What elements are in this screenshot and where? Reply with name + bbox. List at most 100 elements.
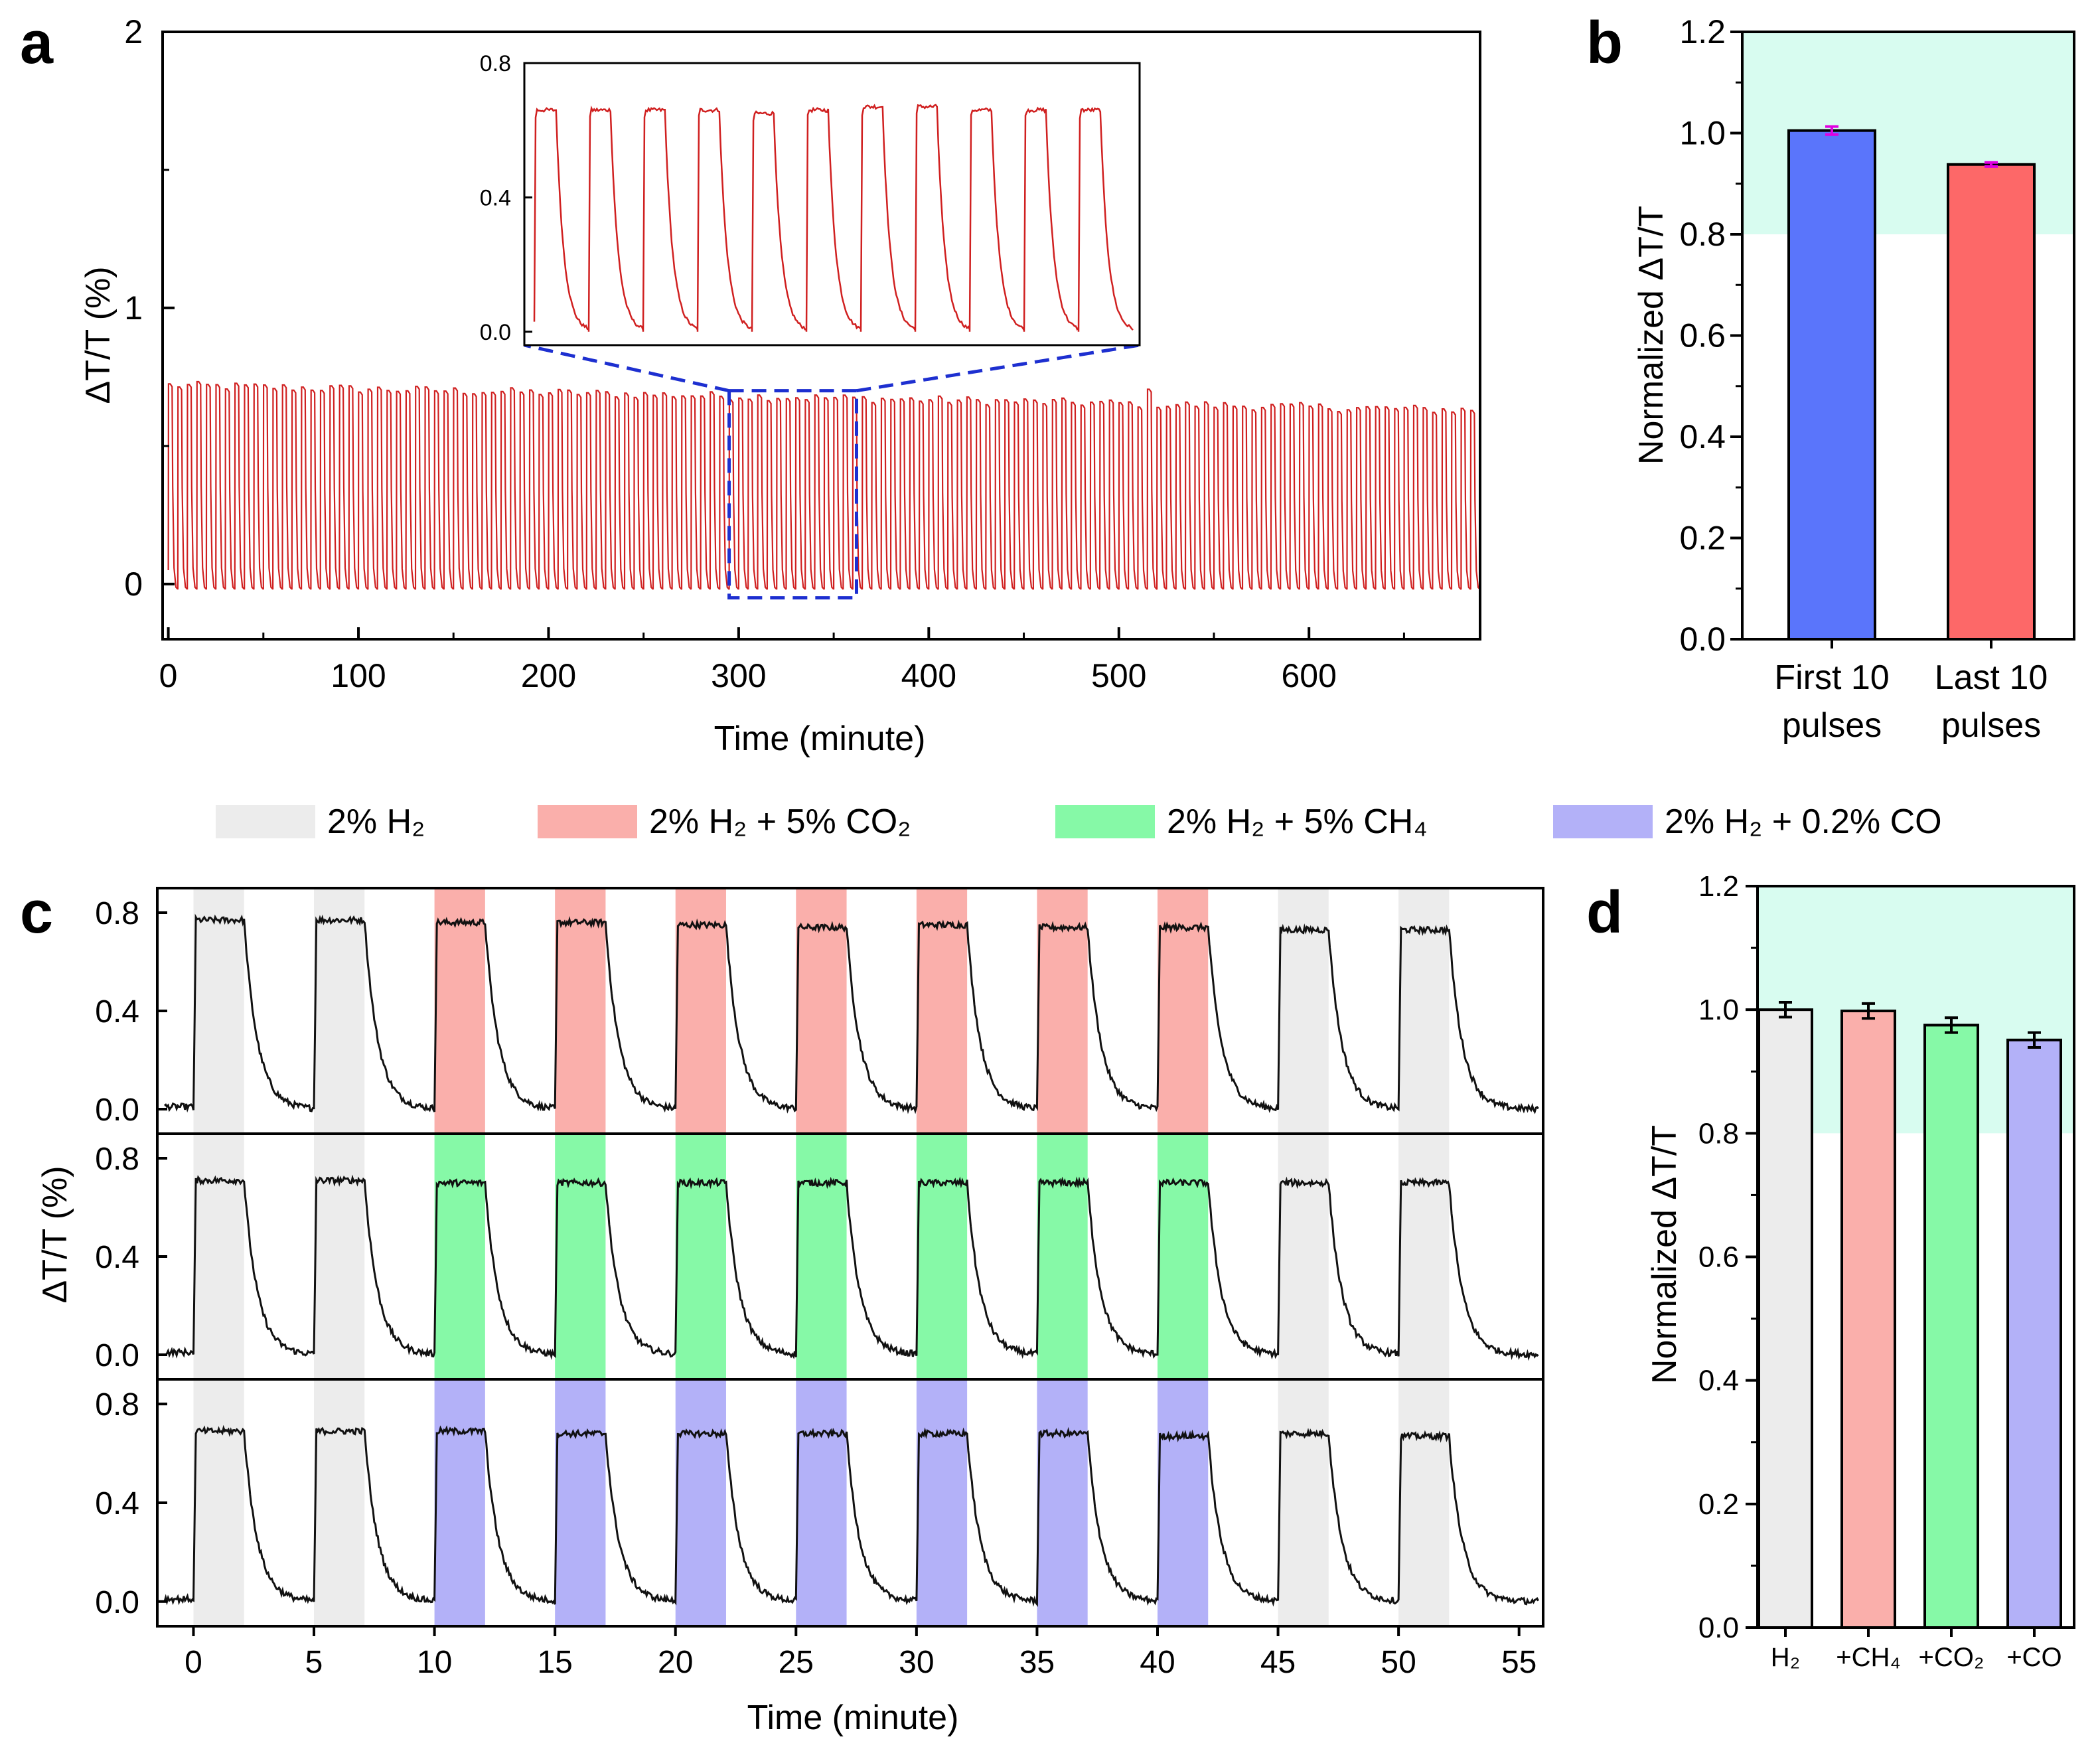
panel-c-ytick-label: 0.4 [95,994,139,1030]
panel-c-xtick-label: 25 [779,1645,814,1680]
panel-a-ytick-label: 1 [124,289,143,327]
panel-b-ytick-label: 0.6 [1679,317,1726,354]
panel-d-ytick-label: 0.2 [1698,1488,1739,1521]
panel-a-xtick-label: 200 [521,657,576,694]
panel-a-xtick-label: 400 [901,657,956,694]
panel-c-pulse-band-co [796,1379,847,1626]
panel-c-pulse-band-h2 [1398,888,1450,1134]
panel-c-xtick-label: 5 [305,1645,323,1680]
legend-label-ch4: 2% H₂ + 5% CH₄ [1167,802,1428,841]
panel-c-ytick-label: 0.4 [95,1240,139,1275]
panel-label-c: c [20,879,53,946]
panel-c-plot-area [163,888,1540,1626]
panel-d-category-label: +CO [2006,1643,2062,1672]
panel-label-a: a [20,10,54,76]
panel-b-ticks: 0.0 0.2 0.4 0.6 0.8 1.0 1.2 First 10 pulses Last … [1679,13,2048,745]
panel-a-xlabel: Time (minute) [714,720,926,758]
panel-c-pulse-band-h2 [193,888,244,1134]
panel-a-xtick-label: 100 [331,657,386,694]
panel-b-ytick-label: 1.0 [1679,115,1726,152]
panel-c-pulse-band-co2 [675,888,726,1134]
panel-a-ytick-label: 0 [124,566,143,603]
legend-label-co: 2% H₂ + 0.2% CO [1665,802,1942,841]
panel-c-trace-ch4 [164,1174,1539,1361]
panel-c-pulse-band-co2 [555,888,606,1134]
panel-c-pulse-band-h2 [193,1134,244,1379]
inset-plot-area [533,104,1134,332]
panel-c-pulse-band-h2 [1278,888,1329,1134]
panel-c-pulse-band-ch4 [796,1134,847,1379]
panel-c-pulse-band-ch4 [555,1134,606,1379]
legend-label-h2: 2% H₂ [327,802,425,841]
legend-swatch-ch4 [1055,805,1155,838]
panel-c-xtick-label: 50 [1381,1645,1416,1680]
panel-c-pulse-band-co [675,1379,726,1626]
panel-c-xtick-label: 10 [417,1645,452,1680]
panel-c-pulse-band-ch4 [916,1134,968,1379]
panel-b-category-label: pulses [1782,706,1882,745]
panel-b-chart: 0.0 0.2 0.4 0.6 0.8 1.0 1.2 First 10 pulses Last … [1632,13,2075,745]
inset-ytick-label: 0.8 [480,51,511,76]
panel-b-plot-area [1742,32,2074,641]
panel-c-ytick-label: 0.4 [95,1486,139,1521]
panel-a-frame [161,31,1481,641]
zoom-connector-left [524,343,730,393]
panel-c-pulse-band-ch4 [1157,1134,1209,1379]
panel-b-bar [1947,163,2036,641]
panel-label-d: d [1586,879,1623,946]
panel-b-bar [1787,129,1876,641]
legend-swatch-co [1553,805,1653,838]
panel-c-xtick-label: 20 [658,1645,693,1680]
panel-d-ytick-label: 1.2 [1698,870,1739,903]
legend-label-co2: 2% H₂ + 5% CO₂ [649,802,911,841]
panel-c-pulse-band-h2 [1398,1379,1450,1626]
inset-ytick-label: 0.0 [480,320,511,345]
panel-c-xtick-label: 15 [537,1645,572,1680]
panel-c-xtick-label: 45 [1260,1645,1296,1680]
panel-c-pulse-band-ch4 [1037,1134,1088,1379]
panel-b-ytick-label: 0.4 [1679,418,1726,455]
panel-label-b: b [1586,10,1623,76]
panel-a-chart: 0 100 200 300 400 500 600 0 1 2 Time (minute) ΔT/… [79,13,1481,758]
panel-c-ytick-label: 0.8 [95,896,139,931]
panel-c-ticks: 0.0 0.4 0.8 0.0 0.4 0.8 0.0 0.4 0.8 0 5 10 15 20 25 30 3… [95,896,1537,1680]
panel-d-ytick-label: 0.6 [1698,1241,1739,1274]
panel-a-ylabel: ΔT/T (%) [79,266,117,404]
inset-series-line [533,104,1134,332]
panel-c-ytick-label: 0.0 [95,1585,139,1620]
panel-a-xtick-label: 500 [1091,657,1146,694]
panel-c-pulse-band-h2 [314,888,365,1134]
inset-ticks: 0.0 0.4 0.8 [480,51,532,345]
panel-a-plot-area [167,380,1481,590]
panel-c-xtick-label: 55 [1501,1645,1537,1680]
panel-d-bar [2006,1038,2062,1629]
panel-c-pulse-band-ch4 [675,1134,726,1379]
panel-b-ylabel: Normalized ΔT/T [1632,206,1671,465]
legend-swatch-h2 [216,805,315,838]
panel-c-ytick-label: 0.8 [95,1142,139,1177]
panel-d-ylabel: Normalized ΔT/T [1645,1125,1684,1384]
panel-b-category-label: Last 10 [1935,658,2048,697]
panel-c-pulse-band-co [555,1379,606,1626]
panel-d-ytick-label: 1.0 [1698,994,1739,1026]
panel-a-xtick-label: 600 [1281,657,1336,694]
panel-b-ytick-label: 1.2 [1679,13,1726,50]
zoom-connector-right [856,343,1140,393]
panel-a-xtick-label: 0 [159,657,178,694]
panel-a-series-line [167,380,1481,590]
zoom-indicator [524,343,1140,600]
inset-ytick-label: 0.4 [480,185,511,210]
panel-c-pulse-band-co2 [916,888,968,1134]
panel-c-xlabel: Time (minute) [747,1699,959,1737]
panel-d-plot-area [1758,886,2074,1629]
panel-c-legend: 2% H₂ 2% H₂ + 5% CO₂ 2% H₂ + 5% CH₄ 2% H₂ +… [216,802,1942,841]
panel-c-pulse-band-ch4 [434,1134,485,1379]
panel-c-ytick-label: 0.0 [95,1338,139,1373]
zoom-box [727,389,858,600]
panel-c-pulse-band-h2 [1278,1134,1329,1379]
panel-d-bar [1923,1024,1979,1629]
panel-c-ylabel: ΔT/T (%) [36,1166,74,1303]
panel-c-xtick-label: 35 [1019,1645,1055,1680]
panel-b-category-label: pulses [1941,706,2041,745]
panel-b-ytick-label: 0.8 [1679,216,1726,253]
